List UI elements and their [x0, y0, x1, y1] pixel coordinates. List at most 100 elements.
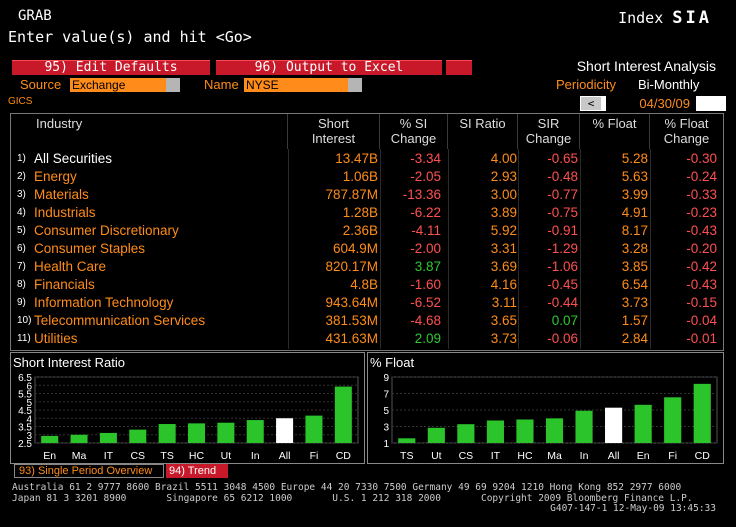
x-tick-label: All	[279, 450, 291, 462]
x-tick-label: TS	[160, 450, 173, 462]
output-to-excel-button[interactable]: 96) Output to Excel	[216, 60, 442, 75]
table-row[interactable]: 10) Telecommunication Services 381.53M -4.6…	[11, 312, 723, 330]
date-field[interactable]: 04/30/09	[606, 96, 696, 111]
industry-name[interactable]: Utilities	[34, 331, 78, 346]
header-short-interest[interactable]: Short Interest	[288, 114, 380, 149]
toolbar-spacer-button[interactable]	[446, 60, 472, 75]
periodicity-value[interactable]: Bi-Monthly	[638, 77, 700, 92]
row-number: 8)	[17, 279, 26, 290]
cell-si-ratio: 3.73	[490, 331, 517, 346]
cell-pct-float-change: -0.42	[686, 259, 717, 274]
header-pct-float-change[interactable]: % Float Change	[650, 114, 723, 149]
bar-cd[interactable]	[334, 386, 352, 443]
bar-cd[interactable]	[693, 383, 711, 443]
name-select[interactable]: NYSE	[244, 78, 348, 92]
x-tick-label: HC	[189, 450, 205, 462]
tab-single-period-overview[interactable]: 93) Single Period Overview	[14, 464, 164, 478]
cell-pct-float-change: -0.43	[686, 277, 717, 292]
header-sir-change[interactable]: SIR Change	[518, 114, 580, 149]
bar-en[interactable]	[41, 435, 59, 443]
cell-pct-float: 5.28	[621, 151, 648, 166]
industry-name[interactable]: All Securities	[34, 151, 113, 166]
bar-all[interactable]	[276, 418, 294, 443]
table-row[interactable]: 4) Industrials 1.28B -6.22 3.89 -0.75 4.91 -0.2…	[11, 204, 723, 222]
header-industry[interactable]: Industry	[11, 114, 288, 149]
cell-pct-float: 2.84	[621, 331, 648, 346]
industry-name[interactable]: Consumer Staples	[34, 241, 146, 256]
cell-sir-change: -0.48	[547, 169, 578, 184]
bar-hc[interactable]	[516, 419, 534, 443]
table-row[interactable]: 3) Materials 787.87M -13.36 3.00 -0.77 3.99 -0.…	[11, 186, 723, 204]
bar-ts[interactable]	[398, 438, 416, 443]
cell-pct-si-change: -1.60	[410, 277, 441, 292]
bar-fi[interactable]	[305, 415, 323, 443]
bar-in[interactable]	[246, 420, 264, 443]
tab-trend[interactable]: 94) Trend	[166, 464, 228, 478]
prev-date-arrow-icon[interactable]: <	[581, 97, 601, 110]
y-tick-label: 1	[383, 439, 389, 450]
industry-name[interactable]: Financials	[34, 277, 95, 292]
cell-short-interest: 820.17M	[325, 259, 378, 274]
industry-name[interactable]: Materials	[34, 187, 89, 202]
cell-pct-si-change: -6.22	[410, 205, 441, 220]
header-si-ratio[interactable]: SI Ratio	[448, 114, 518, 149]
industry-name[interactable]: Telecommunication Services	[34, 313, 206, 328]
industry-name[interactable]: Industrials	[34, 205, 96, 220]
table-row[interactable]: 6) Consumer Staples 604.9M -2.00 3.31 -1.29 3.…	[11, 240, 723, 258]
bar-ts[interactable]	[158, 424, 176, 443]
cell-sir-change: -0.06	[547, 331, 578, 346]
header-pct-si-change[interactable]: % SI Change	[380, 114, 448, 149]
bar-in[interactable]	[575, 410, 593, 443]
row-number: 2)	[17, 171, 26, 182]
x-tick-label: HC	[517, 450, 533, 462]
x-tick-label: CD	[336, 450, 352, 462]
table-row[interactable]: 2) Energy 1.06B -2.05 2.93 -0.48 5.63 -0.24	[11, 168, 723, 186]
bar-ut[interactable]	[217, 422, 235, 443]
x-tick-label: TS	[400, 450, 413, 462]
bar-hc[interactable]	[187, 423, 206, 443]
cell-pct-float: 3.99	[621, 187, 648, 202]
table-row[interactable]: 11) Utilities 431.63M 2.09 3.73 -0.06 2.84 -0.0…	[11, 330, 723, 348]
table-row[interactable]: 7) Health Care 820.17M 3.87 3.69 -1.06 3.85 -0.…	[11, 258, 723, 276]
industry-name[interactable]: Energy	[34, 169, 77, 184]
bar-it[interactable]	[99, 432, 117, 443]
cell-pct-float-change: -0.20	[686, 241, 717, 256]
y-tick-label: 3	[383, 423, 389, 434]
y-tick-label: 3	[26, 431, 32, 442]
bar-all[interactable]	[605, 407, 623, 443]
cell-pct-float: 4.91	[621, 205, 648, 220]
source-dropdown-icon[interactable]	[166, 78, 180, 92]
table-row[interactable]: 1) All Securities 13.47B -3.34 4.00 -0.65 5.28…	[11, 150, 723, 168]
table-row[interactable]: 8) Financials 4.8B -1.60 4.16 -0.45 6.54 -0.43	[11, 276, 723, 294]
x-tick-label: CD	[695, 450, 711, 462]
industry-name[interactable]: Health Care	[34, 259, 107, 274]
cell-short-interest: 787.87M	[325, 187, 378, 202]
cell-sir-change: -1.06	[547, 259, 578, 274]
header-pct-float[interactable]: % Float	[580, 114, 650, 149]
bar-ut[interactable]	[427, 427, 445, 443]
bar-fi[interactable]	[664, 397, 682, 443]
x-tick-label: Fi	[310, 450, 319, 462]
industry-name[interactable]: Consumer Discretionary	[34, 223, 179, 238]
industry-name[interactable]: Information Technology	[34, 295, 174, 310]
function-code: SIA	[672, 8, 712, 28]
edit-defaults-button[interactable]: 95) Edit Defaults	[12, 60, 210, 75]
cell-si-ratio: 4.16	[490, 277, 517, 292]
cell-si-ratio: 2.93	[490, 169, 517, 184]
x-tick-label: En	[637, 450, 650, 462]
bar-en[interactable]	[634, 404, 652, 443]
bar-cs[interactable]	[129, 429, 147, 443]
table-row[interactable]: 5) Consumer Discretionary 2.36B -4.11 5.92 -0…	[11, 222, 723, 240]
chart-title: % Float	[370, 355, 415, 370]
cell-pct-si-change: -13.36	[402, 187, 441, 202]
cell-short-interest: 381.53M	[325, 313, 378, 328]
cell-pct-float-change: -0.43	[686, 223, 717, 238]
bar-cs[interactable]	[457, 424, 475, 443]
name-dropdown-icon[interactable]	[348, 78, 362, 92]
bar-ma[interactable]	[70, 434, 88, 443]
table-row[interactable]: 9) Information Technology 943.64M -6.52 3.11…	[11, 294, 723, 312]
source-select[interactable]: Exchange	[70, 78, 166, 92]
bar-it[interactable]	[486, 420, 504, 443]
short-interest-ratio-chart: Short Interest Ratio 2.5 3 3.5 4 4.5 5 5.5 6 6.5…	[10, 352, 365, 464]
bar-ma[interactable]	[545, 418, 564, 443]
